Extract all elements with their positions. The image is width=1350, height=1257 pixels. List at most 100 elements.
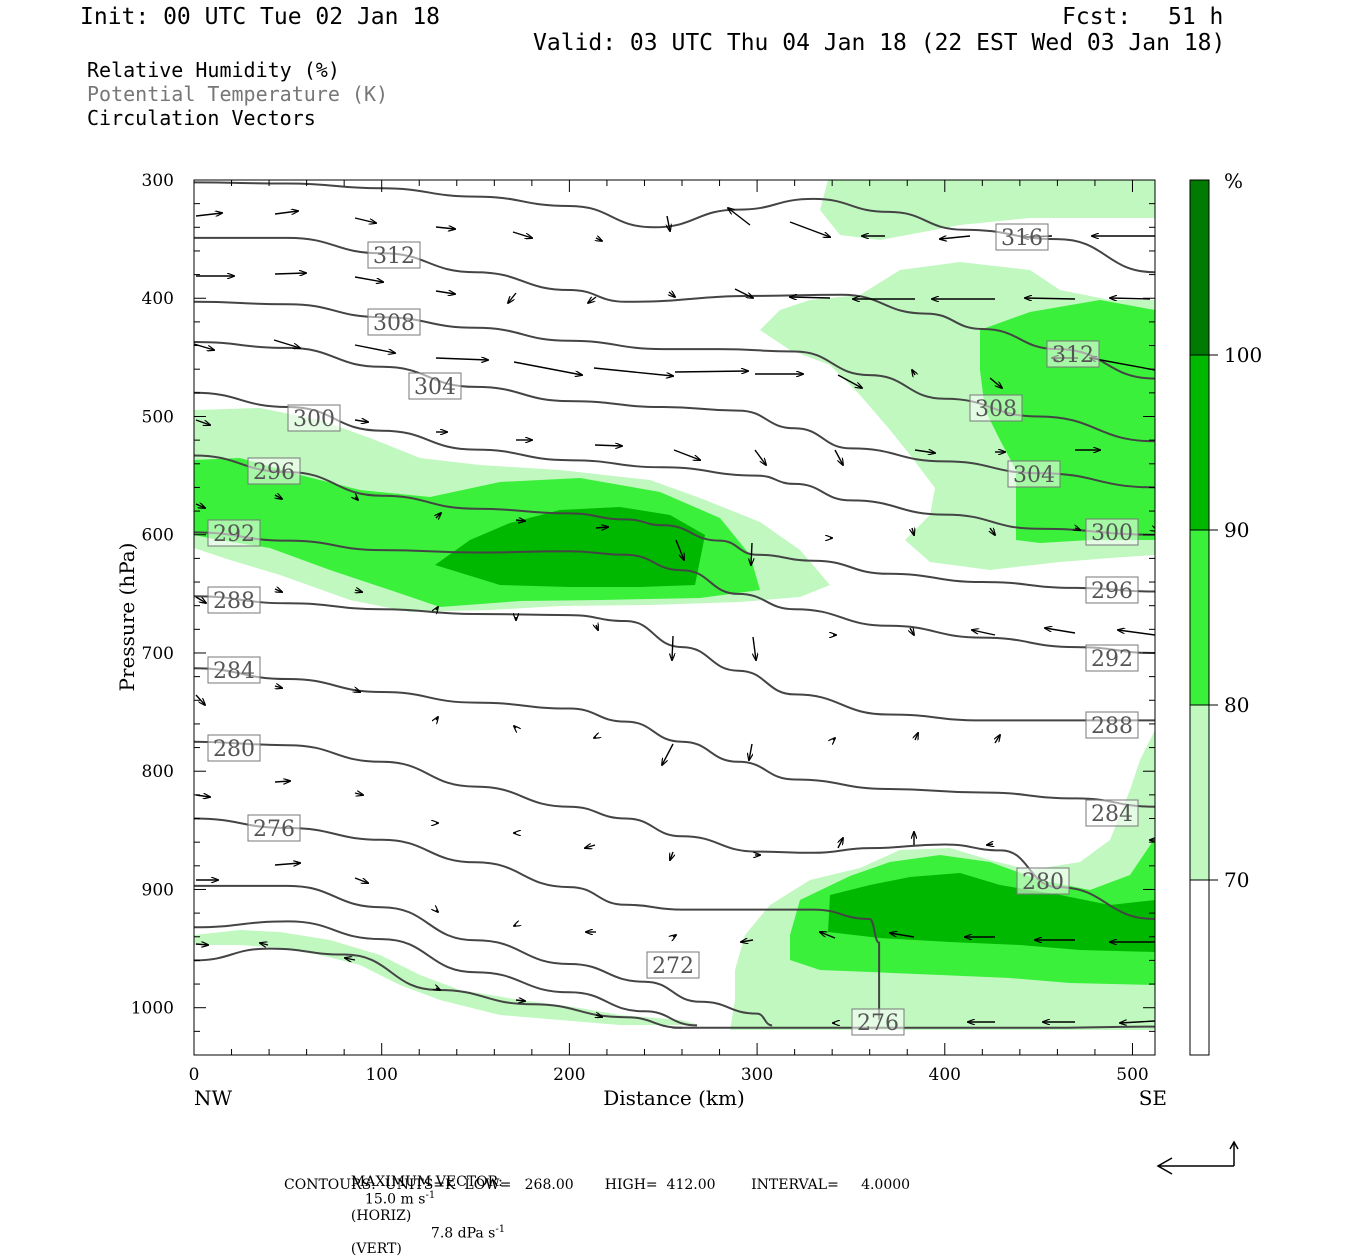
svg-text:296: 296 (1091, 579, 1133, 604)
vector-arrow (594, 445, 622, 446)
forecast-hour-value: 51 h (1168, 4, 1224, 30)
rh-shading (194, 180, 1155, 1030)
forecast-hour-label: Fcst: (1062, 4, 1132, 30)
svg-text:304: 304 (1013, 463, 1055, 488)
colorbar-label-70: 70 (1224, 868, 1249, 892)
vector-arrow (588, 297, 597, 303)
contour-label-276: 276 (247, 814, 301, 842)
vector-arrow (1110, 298, 1151, 299)
vector-arrow (734, 288, 753, 298)
vector-arrow (585, 845, 596, 848)
reference-vector (1156, 1140, 1239, 1175)
vector-arrow (195, 504, 205, 508)
vector-arrow (194, 343, 214, 350)
rh-90-region (828, 873, 1155, 952)
vector-arrow (972, 630, 996, 636)
y-tick-label: 500 (142, 407, 174, 427)
rh-90-region (435, 507, 705, 587)
vector-arrow (508, 292, 517, 303)
x-end-left: NW (194, 1086, 233, 1110)
vector-arrow (354, 877, 368, 883)
legend-rh: Relative Humidity (%) (87, 58, 340, 82)
isentrope-292 (194, 531, 1155, 654)
vector-arrow (833, 738, 835, 740)
contour-label-304: 304 (408, 372, 462, 400)
vector-arrow (355, 497, 358, 500)
vector-arrow (275, 686, 282, 688)
vector-arrow (674, 371, 748, 372)
vector-arrow (751, 542, 752, 565)
vector-arrow (354, 420, 368, 422)
vector-arrow (790, 297, 831, 298)
isentrope-276 (194, 817, 881, 1020)
colorbar-unit: % (1224, 169, 1243, 193)
vector-arrow (728, 208, 751, 226)
horiz-tag: (HORIZ) (350, 1207, 412, 1224)
svg-text:312: 312 (373, 244, 415, 269)
vector-arrow (436, 513, 441, 518)
vector-arrow (673, 449, 700, 460)
contour-label-300: 300 (287, 404, 341, 432)
contour-label-296: 296 (247, 457, 301, 485)
svg-text:292: 292 (213, 522, 255, 547)
contour-labels: 316 312 308 304 300 296 292 288 284 280 276 272 276 3… (207, 223, 1139, 1036)
contour-label-300: 300 (1085, 518, 1139, 546)
vector-arrow (355, 690, 360, 692)
legend-theta: Potential Temperature (K) (87, 82, 389, 106)
y-tick-label: 600 (142, 526, 174, 546)
vector-arrow (345, 958, 356, 960)
vector-arrow (834, 449, 843, 465)
svg-text:312: 312 (1052, 343, 1094, 368)
vector-arrow (436, 988, 440, 990)
contour-label-296: 296 (1085, 576, 1139, 604)
y-tick-label: 900 (142, 880, 174, 900)
contour-label-276: 276 (851, 1008, 905, 1036)
y-tick-label: 1000 (131, 999, 174, 1019)
y-tick-label: 800 (142, 762, 174, 782)
vector-arrow (995, 735, 1000, 744)
vector-arrow (195, 694, 205, 705)
y-tick-label: 300 (142, 171, 174, 191)
contour-label-316: 316 (995, 223, 1049, 251)
contour-label-284: 284 (207, 656, 261, 684)
vector-arrow (593, 367, 673, 376)
vector-arrow (260, 943, 269, 945)
vector-arrow (514, 726, 516, 728)
vector-arrow (515, 520, 525, 521)
vert-exponent: -1 (495, 1223, 506, 1235)
colorbar-box-90 (1189, 354, 1210, 531)
vector-arrow (940, 235, 971, 239)
vector-arrow (910, 628, 914, 635)
vector-arrow (354, 276, 383, 282)
contour-label-304: 304 (1007, 460, 1061, 488)
legend-vectors: Circulation Vectors (87, 106, 316, 130)
contour-label-312: 312 (367, 241, 421, 269)
vector-arrow (435, 227, 455, 229)
vector-arrow (987, 844, 993, 845)
init-time: Init: 00 UTC Tue 02 Jan 18 (80, 4, 441, 30)
vector-arrow (274, 863, 300, 865)
vector-arrow (1090, 358, 1155, 371)
colorbar-label-90: 90 (1224, 518, 1249, 542)
svg-text:288: 288 (1091, 714, 1133, 739)
vector-arrow (741, 940, 754, 942)
isentrope-284 (194, 667, 1155, 808)
max-vector-label: MAXIMUM VECTOR: (350, 1174, 503, 1190)
vector-arrow (1045, 628, 1076, 634)
svg-text:292: 292 (1091, 647, 1133, 672)
vector-arrow (915, 733, 918, 740)
vector-arrow (837, 374, 862, 388)
colorbar: % 100 90 80 70 (1189, 169, 1262, 1056)
contour-label-280: 280 (1016, 867, 1070, 895)
vector-arrow (912, 528, 914, 535)
vector-arrow (914, 450, 935, 453)
x-tick-label: 300 (741, 1065, 773, 1085)
vector-arrow (596, 238, 602, 241)
vector-arrow (990, 528, 995, 535)
vector-arrow (596, 625, 598, 630)
y-tick-label: 700 (142, 644, 174, 664)
svg-text:316: 316 (1001, 226, 1043, 251)
svg-text:308: 308 (975, 397, 1017, 422)
vector-arrow (753, 636, 756, 660)
contour-label-280: 280 (207, 734, 261, 762)
